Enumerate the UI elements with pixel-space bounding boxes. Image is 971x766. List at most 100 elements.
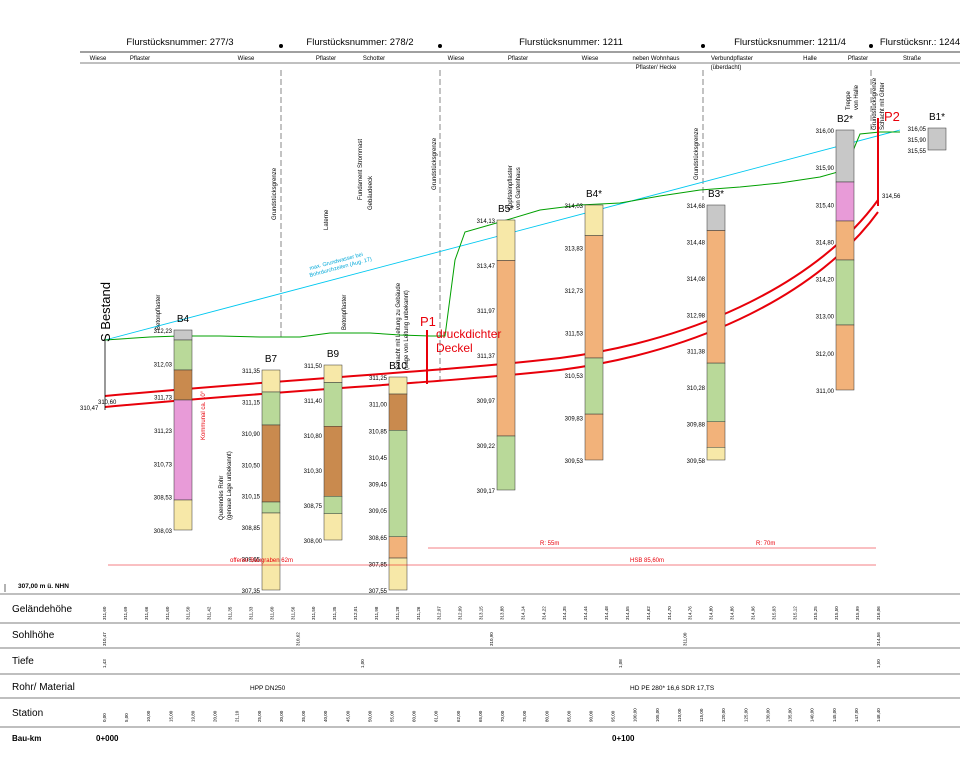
p1-marker: P1 druckdichter Deckel [420, 314, 501, 355]
station-value: 147,00 [854, 708, 859, 722]
gelaende-value: 315,99 [855, 606, 860, 620]
borehole-level: 309,88 [687, 423, 706, 429]
station-value: 110,00 [677, 708, 682, 722]
parcel-boundaries [280, 70, 872, 380]
annotation-schacht: Schacht mit Leitung zu Gebäude [396, 282, 402, 370]
surface-label: Pflaster [316, 56, 336, 62]
borehole-level: 314,08 [687, 277, 706, 283]
gelaende-value: 311,35 [228, 606, 233, 620]
station-value: 45,00 [345, 710, 350, 722]
gelaende-value: 311,26 [416, 606, 421, 620]
sohle-value: 310,47 [102, 632, 107, 646]
p2-marker: P2 314,56 [882, 109, 901, 200]
borehole-level: 316,05 [908, 127, 927, 133]
gelaende-value: 314,14 [520, 606, 525, 620]
soil-layer [706, 230, 726, 364]
borehole-level: 314,03 [565, 204, 584, 210]
surface-label: Pflaster [130, 56, 150, 62]
borehole-name: B3* [708, 189, 724, 200]
start-marker: S Bestand 310,47 310,60 [80, 282, 117, 412]
annotation-schacht-2: (Lage von Leitung unbekannt) [404, 290, 410, 370]
material-1: HPP DN250 [250, 685, 286, 692]
sohle-value: 310,90 [489, 632, 494, 646]
table-ticks: 311,60 311,69 311,66 311,60 311,50 311,42 311,… [102, 606, 881, 722]
start-label: S Bestand [98, 282, 113, 342]
pipe-route [104, 118, 879, 408]
gelaende-value: 315,03 [771, 606, 776, 620]
soil-layer [835, 259, 855, 326]
borehole-level: 312,03 [154, 362, 173, 368]
soil-layer [261, 512, 281, 591]
borehole-name: B7 [265, 354, 278, 365]
borehole-name: B9 [327, 349, 340, 360]
vertical-annotations: Grundstücksgrenze Laterne Fundament Stro… [156, 77, 886, 370]
station-value: 25,00 [257, 710, 262, 722]
borehole-level: 308,65 [242, 558, 261, 564]
gelaende-value: 311,60 [102, 606, 107, 620]
borehole-level: 314,80 [816, 240, 835, 246]
annotation-grundstuecksgrenze: Grundstücksgrenze [872, 77, 878, 130]
soil-layer [173, 499, 193, 531]
soil-layer [261, 424, 281, 503]
annotation-querrohr: Querendes Rohr [219, 476, 225, 520]
borehole-level: 313,00 [816, 315, 835, 321]
soil-layer [388, 376, 408, 395]
borehole-level: 307,55 [369, 589, 388, 595]
sohle-value: 310,62 [296, 632, 301, 646]
gelaende-value: 311,60 [165, 606, 170, 620]
gelaende-value: 314,62 [646, 606, 651, 620]
surface-label: Straße [903, 56, 922, 62]
annotation-kommun: Kommunal ca. 10° [201, 390, 207, 440]
borehole-level: 309,45 [369, 483, 388, 489]
borehole-level: 309,97 [477, 399, 496, 405]
gelaende-value: 314,48 [604, 606, 609, 620]
borehole-level: 310,45 [369, 456, 388, 462]
p1-desc-1: druckdichter [436, 327, 501, 341]
soil-layer [388, 536, 408, 559]
surface-label: Pflaster/ Hecke [636, 65, 677, 71]
station-value: 20,00 [213, 710, 218, 722]
station-value: 65,00 [478, 710, 483, 722]
borehole-name: B5* [498, 204, 514, 215]
borehole-level: 311,38 [687, 350, 706, 356]
borehole-name: B1* [929, 112, 945, 123]
station-value: 62,00 [456, 710, 461, 722]
station-value: 75,00 [522, 710, 527, 722]
annotation-treppe: Treppe [846, 91, 852, 110]
gelaende-value: 315,25 [813, 606, 818, 620]
borehole-name: B2* [837, 114, 853, 125]
surface-label: Pflaster [508, 56, 528, 62]
borehole-level: 311,37 [477, 354, 496, 360]
row-label-gelaende: Geländehöhe [12, 604, 72, 615]
borehole-name: B4* [586, 189, 602, 200]
station-value: 145,00 [832, 708, 837, 722]
station-value: 85,00 [566, 710, 571, 722]
station-value: 21,10 [235, 710, 240, 722]
gelaende-value: 316,06 [876, 606, 881, 620]
annotation-kopfstein: Kopfsteinpflaster [508, 165, 514, 210]
borehole-level: 309,83 [565, 417, 584, 423]
station-value: 130,00 [765, 708, 770, 722]
soil-layer [388, 557, 408, 591]
borehole-group: B4 312,23 312,03 311,73 311,23 310,73 308,53 30… [154, 112, 947, 595]
borehole-level: 315,90 [816, 166, 835, 172]
p1-label: P1 [420, 314, 436, 329]
soil-layer [323, 513, 343, 541]
annotation-schacht-gitter: Schacht mit Gitter [880, 82, 886, 130]
borehole-level: 312,00 [816, 352, 835, 358]
borehole-column: B7 311,35 311,15 310,90 310,50 310,15 308,85 30… [242, 354, 281, 595]
gelaende-value: 314,44 [583, 606, 588, 620]
annotation-halle: von Halle [854, 84, 860, 110]
borehole-level: 310,90 [242, 432, 261, 438]
soil-layer [706, 362, 726, 423]
borehole-level: 311,23 [154, 429, 173, 435]
annotation-baugraben: offener Baugraben 62m [230, 558, 293, 564]
borehole-level: 316,00 [816, 129, 835, 135]
station-value: 140,00 [810, 708, 815, 722]
annotation-gebaeude: Gebäudeeck [368, 175, 374, 210]
baukm-label: Bau-km [12, 734, 41, 743]
station-value: 50,00 [367, 710, 372, 722]
annotation-r70: R: 70m [756, 541, 775, 547]
borehole-level: 314,20 [816, 278, 835, 284]
annotation-betonpflaster: Betonpflaster [156, 295, 162, 330]
